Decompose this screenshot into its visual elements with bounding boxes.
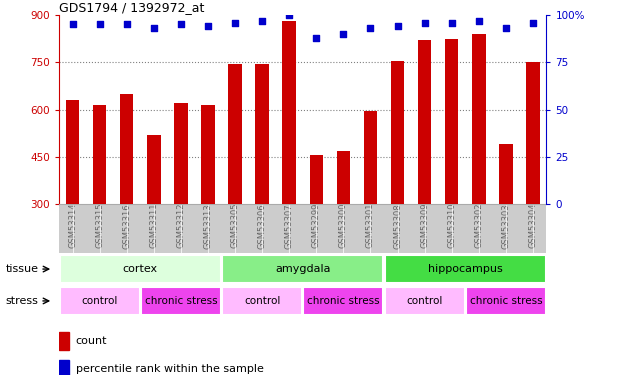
Text: hippocampus: hippocampus: [428, 264, 502, 274]
Bar: [283, 21, 296, 204]
Point: [392, 23, 402, 29]
Bar: [526, 62, 540, 204]
Text: chronic stress: chronic stress: [307, 296, 379, 306]
Point: [501, 25, 511, 31]
Text: control: control: [81, 296, 118, 306]
Text: amygdala: amygdala: [275, 264, 330, 274]
Point: [257, 18, 267, 24]
Point: [311, 35, 321, 41]
Text: control: control: [244, 296, 280, 306]
Bar: [445, 39, 458, 204]
Point: [446, 20, 456, 26]
Bar: [66, 100, 79, 204]
Bar: [303, 286, 383, 315]
Bar: [466, 286, 546, 315]
Bar: [364, 111, 377, 204]
Text: tissue: tissue: [6, 264, 39, 274]
Text: stress: stress: [6, 296, 39, 306]
Text: control: control: [406, 296, 443, 306]
Bar: [229, 64, 242, 204]
Point: [284, 12, 294, 18]
Point: [420, 20, 430, 26]
Bar: [255, 64, 269, 204]
Bar: [120, 94, 134, 204]
Point: [203, 23, 213, 29]
Bar: [59, 332, 70, 350]
Point: [528, 20, 538, 26]
Point: [474, 18, 484, 24]
Bar: [309, 156, 323, 204]
Point: [94, 21, 104, 27]
Text: GDS1794 / 1392972_at: GDS1794 / 1392972_at: [59, 1, 204, 14]
Bar: [391, 61, 404, 204]
Point: [176, 21, 186, 27]
Point: [68, 21, 78, 27]
Bar: [147, 135, 161, 204]
Point: [230, 20, 240, 26]
Point: [338, 31, 348, 37]
Bar: [60, 286, 140, 315]
Bar: [337, 151, 350, 204]
Bar: [418, 40, 432, 204]
Point: [366, 25, 376, 31]
Text: percentile rank within the sample: percentile rank within the sample: [76, 364, 264, 374]
Text: cortex: cortex: [123, 264, 158, 274]
Bar: [472, 34, 486, 204]
Bar: [60, 255, 221, 284]
Bar: [59, 360, 70, 375]
Bar: [499, 144, 512, 204]
Point: [122, 21, 132, 27]
Text: chronic stress: chronic stress: [469, 296, 542, 306]
Text: count: count: [76, 336, 107, 346]
Bar: [201, 105, 215, 204]
Bar: [222, 255, 383, 284]
Bar: [222, 286, 302, 315]
Bar: [384, 286, 465, 315]
Text: chronic stress: chronic stress: [145, 296, 217, 306]
Point: [149, 25, 159, 31]
Bar: [174, 104, 188, 204]
Bar: [93, 105, 106, 204]
Bar: [141, 286, 221, 315]
Bar: [384, 255, 546, 284]
